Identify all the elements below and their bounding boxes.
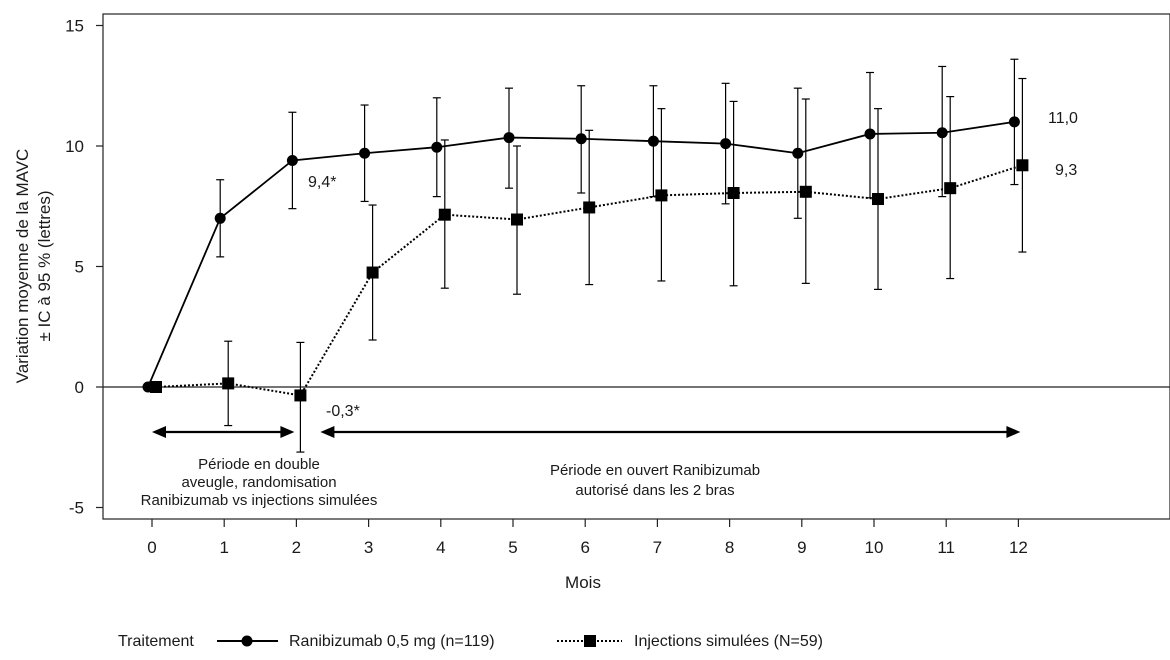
x-axis: 0 1 2 3 4 5 6 7 8 9 10 11 12 [147,519,1028,557]
legend-label-sham: Injections simulées (N=59) [634,633,823,650]
data-point [438,208,451,221]
x-tick-label: 4 [436,538,445,557]
data-point [575,133,587,145]
data-point [799,185,812,198]
period-double-blind-line1: Période en double [198,456,320,473]
data-point [792,147,804,159]
x-tick-label: 5 [508,538,517,557]
x-axis-label: Mois [565,573,601,592]
data-point [359,147,371,159]
y-tick-label: 0 [75,378,84,397]
data-point [647,135,659,147]
data-point [720,138,732,150]
series-layer [142,58,1029,453]
annotation-sham-end: 9,3 [1055,162,1077,179]
x-tick-label: 12 [1009,538,1028,557]
data-point [936,127,948,139]
y-tick-label: 5 [75,258,84,277]
plot-area-frame [102,13,1170,520]
x-tick-label: 0 [147,538,156,557]
legend: Traitement Ranibizumab 0,5 mg (n=119) In… [118,633,823,650]
x-tick-label: 1 [219,538,228,557]
period-arrows [152,426,1021,438]
arrow-double-blind-period [152,426,295,438]
annotation-rani-end: 11,0 [1048,110,1078,127]
y-axis: -5 0 5 10 15 [65,17,103,518]
data-point [366,266,379,279]
x-tick-label: 7 [653,538,662,557]
y-axis-label-line2: ± IC à 95 % (lettres) [35,190,54,341]
x-tick-label: 9 [797,538,806,557]
data-point [511,213,523,226]
data-point [431,141,443,153]
data-point [872,193,884,206]
data-point [655,189,668,202]
series-injections-simulees [150,77,1029,453]
period-double-blind-line2: aveugle, randomisation [181,474,336,491]
series-ranibizumab [142,58,1020,393]
legend-label-ranibizumab: Ranibizumab 0,5 mg (n=119) [289,633,495,650]
data-point [214,212,226,224]
legend-title: Traitement [118,633,194,650]
y-tick-label: -5 [69,499,84,518]
data-point [294,389,307,402]
data-point [727,186,740,199]
data-point [286,154,298,166]
data-point [150,381,162,393]
y-axis-label-line1: Variation moyenne de la MAVC [13,149,32,384]
data-point [1016,159,1029,172]
legend-marker-ranibizumab [241,635,253,647]
data-point [1008,116,1020,128]
data-point [583,201,596,214]
arrow-open-label-period [320,426,1021,438]
data-point [503,132,515,144]
period-open-label-line2: autorisé dans les 2 bras [575,482,734,499]
data-point [864,128,876,140]
period-open-label-line1: Période en ouvert Ranibizumab [550,462,760,479]
annotation-rani-month2: 9,4* [308,174,336,191]
x-tick-label: 2 [292,538,301,557]
period-double-blind-line3: Ranibizumab vs injections simulées [141,492,378,509]
x-tick-label: 10 [865,538,884,557]
x-tick-label: 11 [937,538,955,557]
data-point [944,182,957,195]
x-tick-label: 3 [364,538,373,557]
y-tick-label: 10 [65,137,84,156]
y-tick-label: 15 [65,17,84,36]
legend-marker-sham [584,635,596,647]
x-tick-label: 8 [725,538,734,557]
annotation-sham-month2: -0,3* [326,403,360,420]
x-tick-label: 6 [580,538,589,557]
data-point [222,377,235,390]
